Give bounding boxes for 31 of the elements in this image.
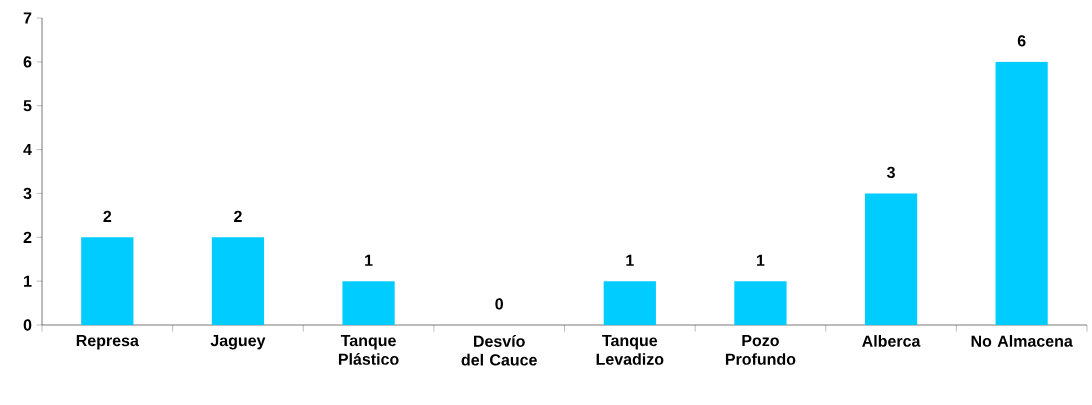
y-tick-label: 7 xyxy=(23,12,32,24)
data-label: 1 xyxy=(365,254,373,266)
y-tick-label: 3 xyxy=(23,187,32,200)
data-label: 1 xyxy=(756,254,765,266)
data-label: 2 xyxy=(234,210,242,222)
x-tick-label: Tanque Levadizo xyxy=(596,335,664,365)
data-label: 6 xyxy=(1017,35,1026,47)
bar xyxy=(995,61,1048,325)
x-tick-label: Jaguey xyxy=(210,335,266,350)
bar xyxy=(81,237,134,325)
x-tick-label: Pozo Profundo xyxy=(725,335,796,365)
bar xyxy=(864,193,918,325)
x-tick-label: Tanque Plástico xyxy=(338,335,399,365)
x-tick-label: Desvío del Cauce xyxy=(461,335,537,366)
y-tick-label: 1 xyxy=(24,275,32,287)
y-tick-label: 2 xyxy=(23,231,32,243)
data-label: 0 xyxy=(495,298,503,310)
x-tick-label: Represa xyxy=(76,335,139,350)
data-label: 2 xyxy=(103,210,112,222)
bar xyxy=(603,281,656,325)
y-tick-label: 4 xyxy=(23,144,32,156)
bar xyxy=(211,237,265,325)
bar xyxy=(734,281,787,325)
x-tick-label: Alberca xyxy=(862,335,921,347)
data-label: 3 xyxy=(886,166,895,179)
y-tick-label: 5 xyxy=(23,100,32,112)
data-label: 1 xyxy=(626,254,634,266)
y-tick-label: 6 xyxy=(23,56,32,68)
bar xyxy=(342,281,395,325)
x-tick-label: No Almacena xyxy=(971,335,1073,347)
y-tick-label: 0 xyxy=(23,319,32,331)
